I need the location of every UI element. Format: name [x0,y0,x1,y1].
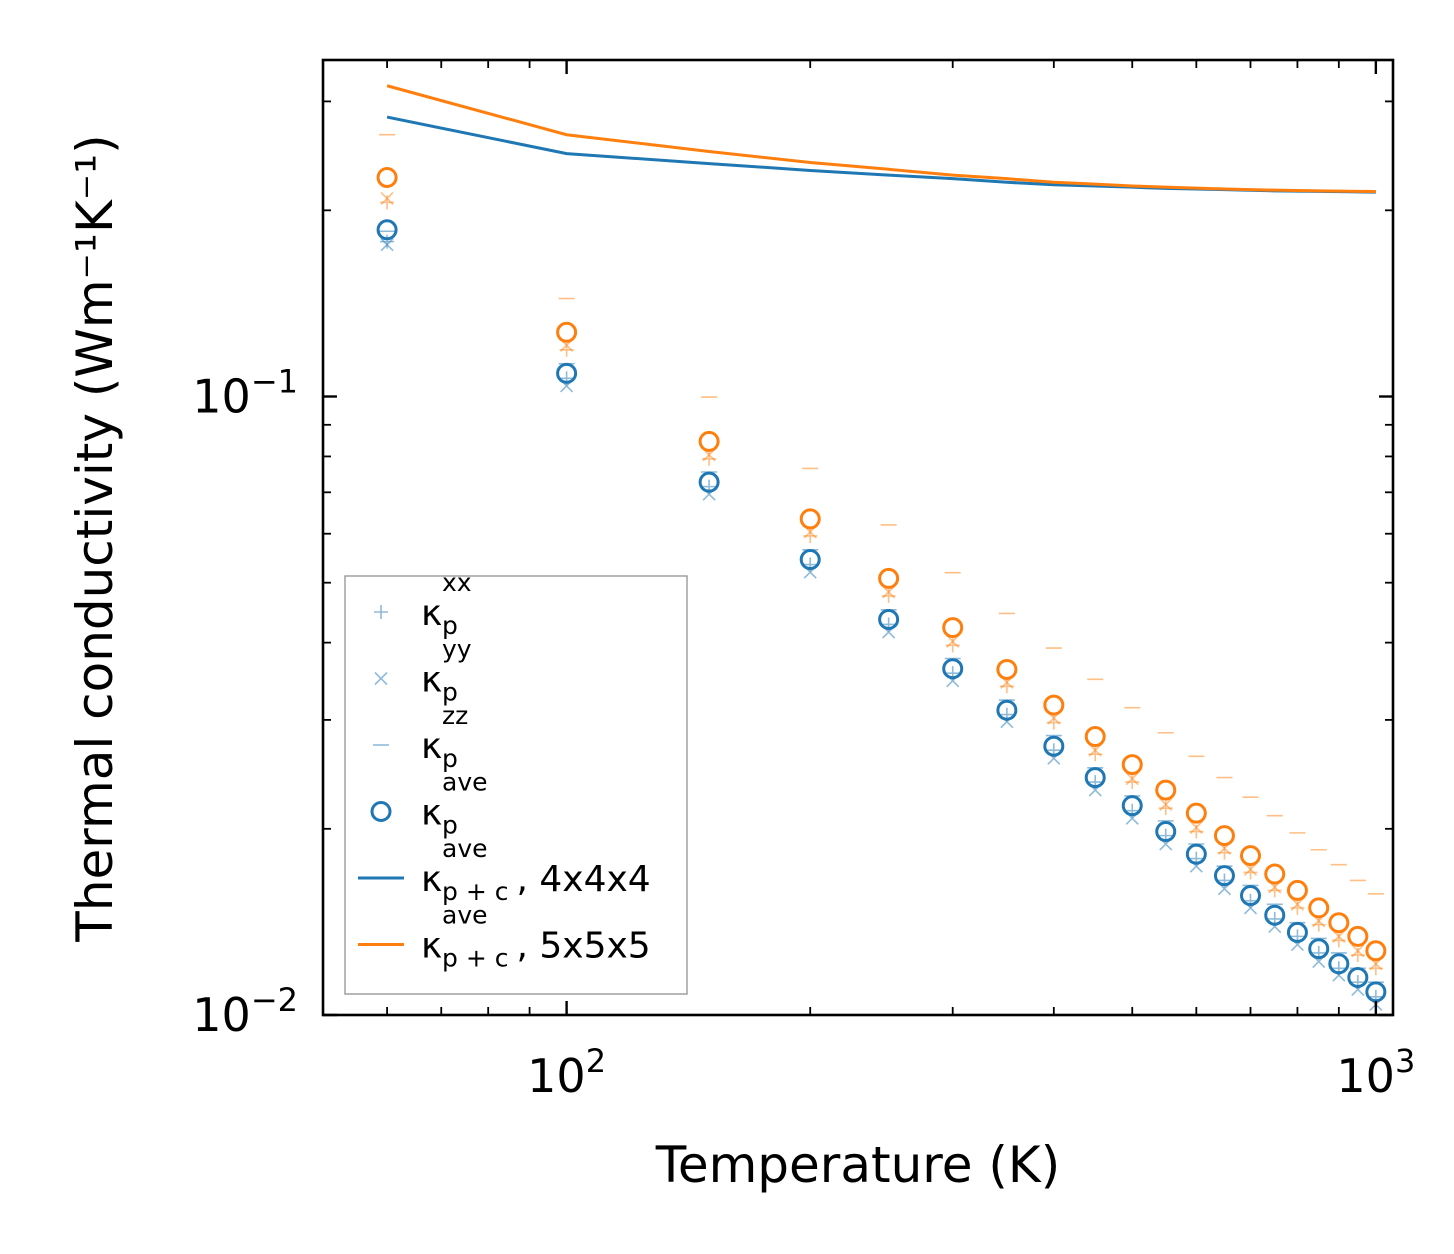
point-kave_5-15 [1286,879,1308,901]
point-kave_5-9 [1121,754,1143,776]
legend-entry-4: κave p + c, 4x4x4 [358,834,651,906]
point-kave_5-5 [942,617,964,639]
point-kave_5-12 [1213,825,1235,847]
point-kave_4-2 [698,471,720,493]
axis-ticks [322,60,1393,1017]
y-axis-label: Thermal conductivity (Wm⁻¹K⁻¹) [66,134,124,942]
point-kave_4-15 [1286,921,1308,943]
point-kave_4-1 [556,362,578,384]
point-kave_4-0 [376,219,398,241]
legend-label-1: κyy p [421,635,472,707]
point-kyy_5-18 [1351,944,1365,958]
data-marks [376,84,1387,1012]
point-kave_5-19 [1365,940,1387,962]
point-kave_5-13 [1239,845,1261,867]
x-tick-label-0: 102 [527,1042,606,1103]
legend-entry-2: κzz p [373,701,468,773]
point-kave_5-18 [1347,925,1369,947]
point-kave_5-6 [996,658,1018,680]
point-kave_4-12 [1213,865,1235,887]
point-kave_5-1 [556,321,578,343]
point-kyy_5-15 [1290,897,1304,911]
legend-label-3: κave p [421,768,488,840]
point-kave_5-4 [878,567,900,589]
y-tick-label-0: 10−2 [192,981,298,1042]
point-kave_4-6 [996,699,1018,721]
point-kave_4-3 [799,549,821,571]
point-kave_4-10 [1155,821,1177,843]
plot-frame [321,58,1395,1017]
point-kyy_5-11 [1189,820,1203,835]
legend-entry-0: κxx p [374,568,472,640]
legend-box [344,575,688,995]
point-kave_5-3 [799,508,821,530]
point-kyy_5-9 [1125,772,1139,786]
point-kave_4-8 [1084,767,1106,789]
x-axis-label: Temperature (K) [655,1136,1060,1194]
series-kpc_5x5x5 [386,84,1376,194]
point-kxx_5-10 [1158,801,1173,816]
axis-tick-labels: 102 103 10−2 10−1 [192,363,1415,1103]
point-kave_4-19 [1365,981,1387,1003]
point-kyy_5-10 [1159,797,1173,812]
legend-label-2: κzz p [421,701,468,773]
point-kave_5-8 [1084,726,1106,748]
point-kxx_5-9 [1125,775,1140,790]
point-kave_4-5 [942,658,964,680]
point-kave_4-17 [1328,953,1350,975]
point-kave_4-4 [878,608,900,630]
point-kave_4-13 [1239,885,1261,907]
point-kave_5-0 [376,166,398,188]
point-kxx_5-15 [1290,900,1305,915]
legend-label-0: κxx p [421,568,472,640]
point-kave_4-16 [1308,938,1330,960]
point-kave_4-7 [1043,735,1065,757]
series-line-kpc_4x4x4 [386,115,1376,194]
point-kxx_4-0 [380,234,395,249]
point-kave_4-9 [1121,795,1143,817]
series-kpc_4x4x4 [386,115,1376,194]
point-kyy_4-0 [380,238,394,252]
legend-handle-1 [374,671,388,686]
series-kave_5 [376,166,1387,962]
point-kave_5-2 [698,430,720,452]
series-line-kpc_5x5x5 [386,84,1376,194]
y-tick-label-1: 10−1 [192,363,298,424]
point-kave_5-17 [1328,912,1350,934]
point-kave_5-11 [1185,802,1207,824]
legend-entry-1: κyy p [374,635,472,707]
point-kave_5-16 [1308,897,1330,919]
legend-handle-0 [374,605,388,619]
point-kave_5-14 [1264,863,1286,885]
series-kave_4 [376,219,1387,1003]
point-kave_4-18 [1347,966,1369,988]
legend-handle-3 [370,801,392,822]
point-kave_4-14 [1264,904,1286,926]
legend-label-5: κave p + c, 5x5x5 [421,901,651,973]
point-kave_5-10 [1155,779,1177,801]
legend-label-4: κave p + c, 4x4x4 [421,834,651,906]
legend-entry-3: κave p [370,768,488,840]
point-kave_5-7 [1043,694,1065,716]
series-kzz_5 [379,133,1384,895]
x-tick-label-1: 103 [1336,1042,1415,1103]
point-kxx_5-14 [1267,883,1282,898]
point-kyy_5-0 [380,191,394,206]
legend-entry-5: κave p + c, 5x5x5 [358,901,651,973]
point-kxx_5-13 [1243,865,1258,880]
point-kave_4-11 [1185,843,1207,865]
